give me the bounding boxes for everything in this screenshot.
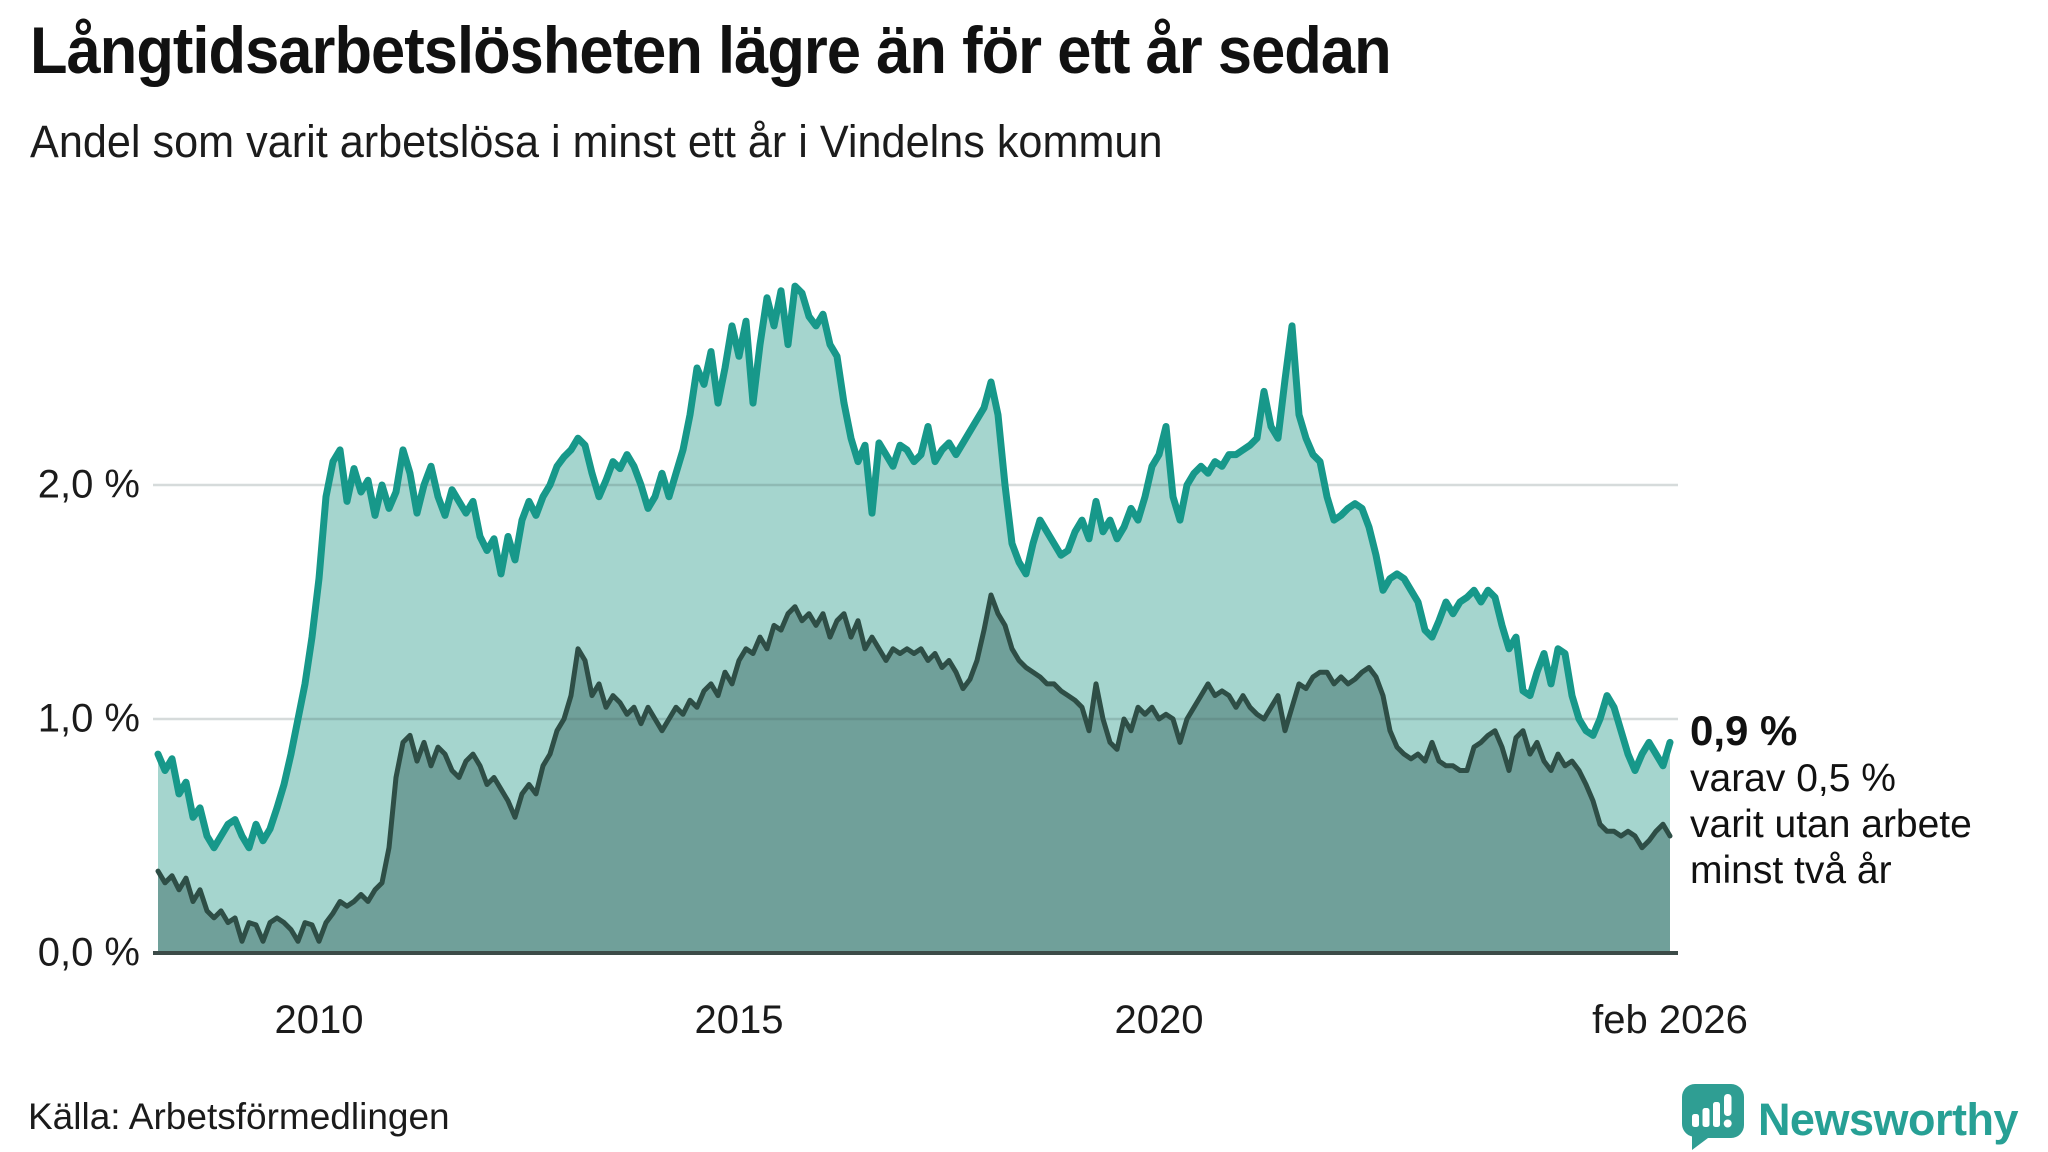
source-note: Källa: Arbetsförmedlingen (28, 1096, 450, 1137)
newsworthy-logo: Newsworthy (1681, 1084, 2019, 1152)
newsworthy-logo-text: Newsworthy (1757, 1093, 2019, 1145)
area-min-two-years (158, 595, 1670, 953)
x-tick-label-feb-2026: feb 2026 (1592, 998, 1748, 1042)
y-tick-label-1: 1,0 % (37, 696, 140, 741)
line-min-two-years (155, 592, 1673, 944)
annotation-line-3: minst två år (1690, 848, 1892, 892)
x-tick-label-2020: 2020 (1114, 998, 1204, 1042)
line-min-one-year (154, 282, 1674, 852)
x-tick-label-2015: 2015 (694, 998, 784, 1042)
chart-subtitle: Andel som varit arbetslösa i minst ett å… (30, 116, 1163, 167)
newsworthy-logo-icon (1681, 1084, 1744, 1152)
x-tick-label-2010: 2010 (274, 998, 364, 1042)
annotation-line-2: varit utan arbete (1690, 802, 1972, 846)
latest-value-annotation: 0,9 % varav 0,5 % varit utan arbete mins… (1690, 706, 2040, 894)
y-tick-label-0: 0,0 % (37, 930, 140, 975)
annotation-line-1: varav 0,5 % (1690, 756, 1896, 800)
latest-value: 0,9 % (1690, 707, 1798, 754)
y-tick-label-2: 2,0 % (37, 462, 140, 507)
page-title: Långtidsarbetslösheten lägre än för ett … (30, 13, 1392, 87)
